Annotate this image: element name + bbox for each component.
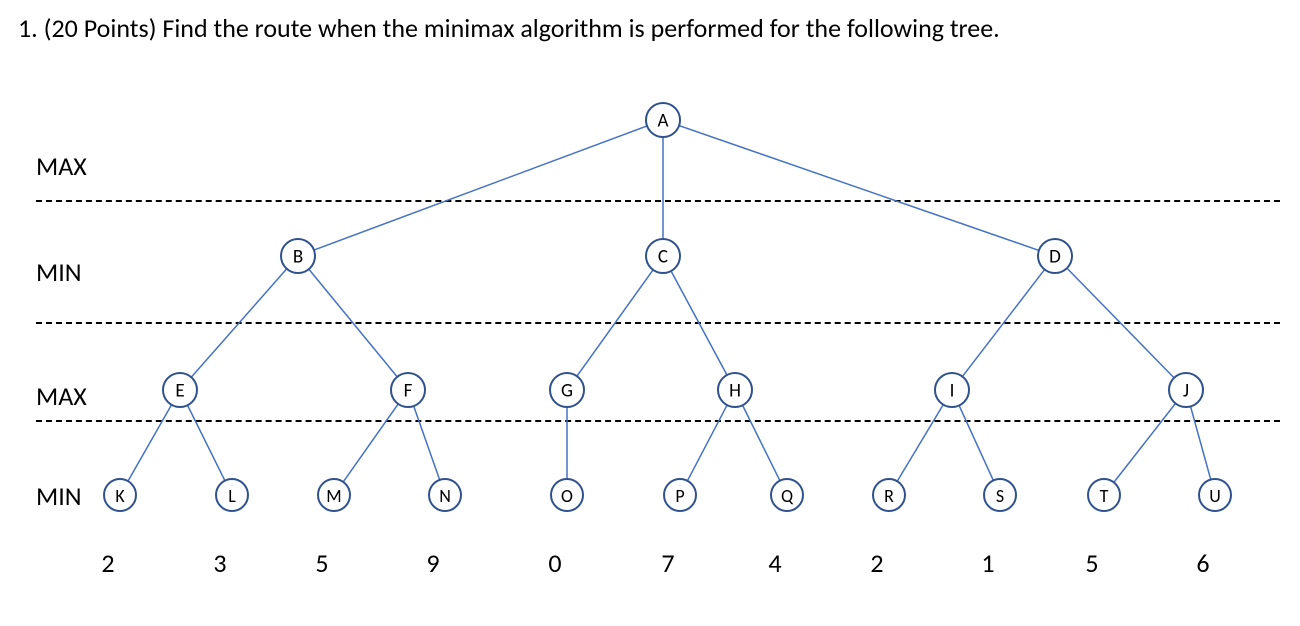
node-circle [281,239,315,273]
node-circle [771,479,803,511]
node-label: J [1183,380,1189,403]
leaf-value: 5 [302,547,342,579]
leaf-value: 1 [968,547,1008,579]
node-label: D [1049,246,1061,269]
node-label: H [729,380,741,403]
leaf-value: 7 [648,547,688,579]
tree-node-l: L [216,479,248,511]
node-label: N [439,485,451,507]
tree-node-k: K [104,479,136,511]
tree-edge [1191,406,1211,479]
node-label: T [1100,485,1109,507]
tree-node-h: H [718,373,752,407]
tree-edge [687,405,727,481]
minimax-tree: A B C D E F G H I J K L M N O P Q R S T U [0,0,1300,626]
leaf-value: 0 [535,547,575,579]
tree-node-p: P [664,479,696,511]
node-circle [664,479,696,511]
tree-node-o: O [551,479,583,511]
tree-node-g: G [550,373,584,407]
node-label: K [115,485,125,507]
level-label: MAX [36,380,87,412]
node-circle [718,373,752,407]
node-label: C [658,246,668,269]
tree-edge [743,405,780,480]
tree-node-b: B [281,239,315,273]
tree-node-u: U [1199,479,1231,511]
tree-node-j: J [1169,373,1203,407]
leaf-value: 2 [88,547,128,579]
node-circle [935,373,969,407]
node-label: F [404,380,413,403]
tree-edge [188,405,225,480]
node-circle [216,479,248,511]
leaf-value: 9 [413,547,453,579]
node-circle [391,373,425,407]
node-label: L [228,485,236,507]
tree-edge [1114,403,1176,482]
node-label: E [175,380,184,403]
leaf-value: 3 [200,547,240,579]
level-divider [36,200,1280,202]
tree-node-f: F [391,373,425,407]
node-circle [1038,239,1072,273]
node-circle [551,479,583,511]
tree-edge [343,404,398,482]
question-text: 1. (20 Points) Find the route when the m… [18,12,1000,44]
tree-edge [679,126,1039,251]
tree-edge [314,126,647,250]
node-circle [984,479,1016,511]
node-label: A [658,110,669,133]
node-circle [429,479,461,511]
node-label: U [1209,485,1221,507]
node-circle [1088,479,1120,511]
node-label: G [561,380,573,403]
node-circle [104,479,136,511]
level-label: MAX [36,150,87,182]
node-label: O [561,485,573,507]
level-divider [36,420,1280,422]
tree-node-m: M [318,479,350,511]
tree-node-i: I [935,373,969,407]
tree-edge [897,405,943,482]
tree-node-d: D [1038,239,1072,273]
tree-node-r: R [873,479,905,511]
leaf-value: 4 [755,547,795,579]
node-circle [318,479,350,511]
tree-node-c: C [646,239,680,273]
leaf-value: 6 [1183,547,1223,579]
node-circle [163,373,197,407]
tree-node-q: Q [771,479,803,511]
node-label: R [884,485,894,507]
node-circle [1169,373,1203,407]
node-label: I [950,380,955,403]
leaf-value: 5 [1072,547,1112,579]
node-label: Q [781,485,794,507]
level-label: MIN [36,256,82,288]
node-circle [646,239,680,273]
tree-node-e: E [163,373,197,407]
node-label: M [326,485,341,507]
node-circle [1199,479,1231,511]
tree-node-a: A [646,103,680,137]
node-label: S [996,485,1004,507]
tree-node-t: T [1088,479,1120,511]
tree-node-n: N [429,479,461,511]
tree-node-s: S [984,479,1016,511]
node-circle [873,479,905,511]
node-circle [646,103,680,137]
tree-edge [959,405,993,480]
level-divider [36,322,1280,324]
node-circle [550,373,584,407]
node-label: B [293,246,303,269]
tree-edge [128,405,172,481]
leaf-value: 2 [857,547,897,579]
level-label: MIN [36,480,82,512]
node-label: P [675,485,684,507]
tree-edge [414,406,440,480]
